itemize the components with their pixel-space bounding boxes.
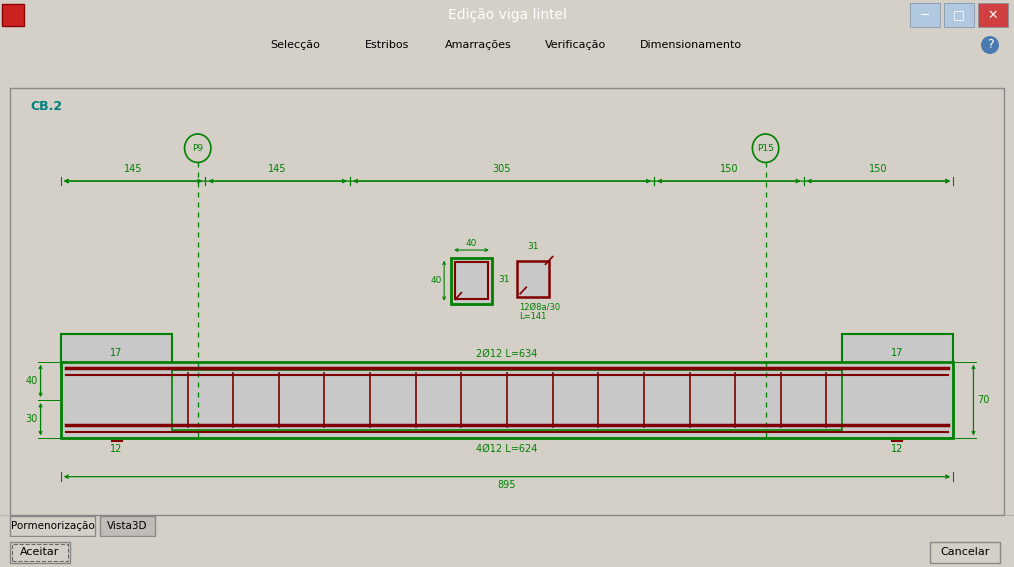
Bar xyxy=(10,516,95,536)
Text: 40: 40 xyxy=(465,239,478,248)
Text: CB.2: CB.2 xyxy=(30,100,63,113)
Text: 31: 31 xyxy=(499,274,510,284)
Text: Verificação: Verificação xyxy=(545,40,606,50)
Text: ✕: ✕ xyxy=(988,9,998,22)
Bar xyxy=(977,3,1008,27)
FancyBboxPatch shape xyxy=(10,542,70,563)
Text: 150: 150 xyxy=(869,164,887,175)
Text: Pormenorização: Pormenorização xyxy=(10,521,94,531)
Text: 30: 30 xyxy=(25,414,38,424)
Text: P9: P9 xyxy=(193,143,203,153)
Text: ?: ? xyxy=(987,39,994,52)
Text: Selecção: Selecção xyxy=(270,40,319,50)
Text: 4Ø12 L=624: 4Ø12 L=624 xyxy=(477,444,537,454)
Bar xyxy=(944,3,974,27)
Text: 2Ø12 L=634: 2Ø12 L=634 xyxy=(477,349,537,358)
Bar xyxy=(910,3,940,27)
Bar xyxy=(61,335,172,367)
Text: 12Ø8a/30: 12Ø8a/30 xyxy=(519,303,561,312)
Text: 895: 895 xyxy=(498,480,516,490)
Text: Estribos: Estribos xyxy=(365,40,410,50)
FancyBboxPatch shape xyxy=(930,542,1000,563)
Text: 40: 40 xyxy=(431,276,442,285)
Text: Vista3D: Vista3D xyxy=(107,521,148,531)
Text: 70: 70 xyxy=(977,395,990,405)
Bar xyxy=(61,362,953,438)
Text: 17: 17 xyxy=(891,349,903,358)
Text: −: − xyxy=(920,9,930,22)
Text: □: □ xyxy=(953,9,965,22)
Text: 12: 12 xyxy=(111,444,123,454)
Text: Amarrações: Amarrações xyxy=(445,40,512,50)
Text: 145: 145 xyxy=(124,164,142,175)
Text: L=141: L=141 xyxy=(519,312,547,321)
Text: 31: 31 xyxy=(527,242,538,251)
Text: P15: P15 xyxy=(757,143,774,153)
Text: Dimensionamento: Dimensionamento xyxy=(640,40,742,50)
Bar xyxy=(172,370,842,430)
Text: 145: 145 xyxy=(269,164,287,175)
Text: 12: 12 xyxy=(891,444,903,454)
Text: Cancelar: Cancelar xyxy=(940,547,990,557)
Bar xyxy=(100,516,155,536)
Text: 17: 17 xyxy=(111,349,123,358)
Text: 40: 40 xyxy=(25,376,38,386)
Bar xyxy=(451,258,492,304)
Text: Edição viga lintel: Edição viga lintel xyxy=(447,8,567,22)
Text: Aceitar: Aceitar xyxy=(20,547,60,557)
Text: 150: 150 xyxy=(720,164,738,175)
Bar xyxy=(842,335,953,367)
Bar xyxy=(517,261,549,297)
Text: 305: 305 xyxy=(493,164,511,175)
Bar xyxy=(2,4,24,26)
Bar xyxy=(455,262,488,299)
